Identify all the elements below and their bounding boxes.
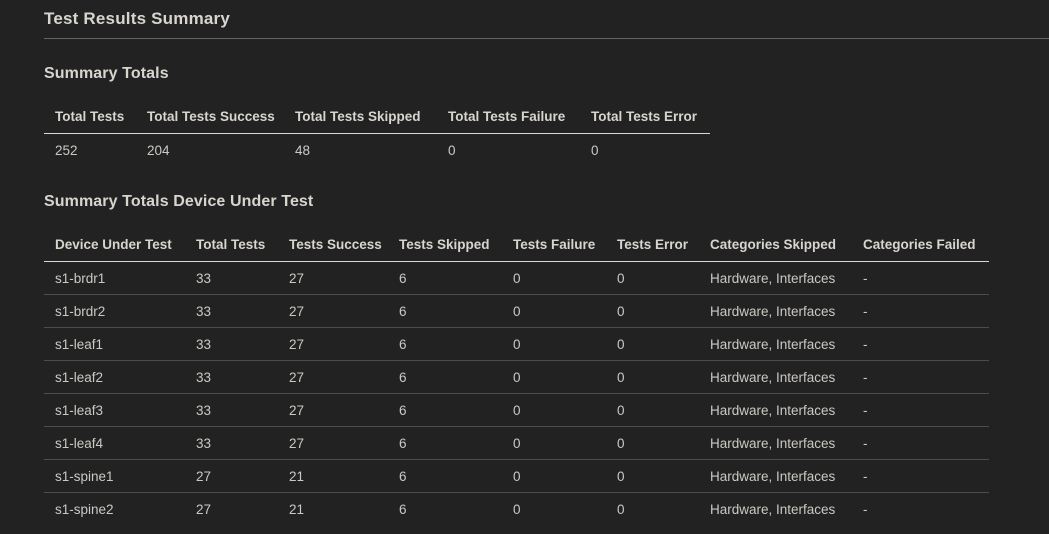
cell: -	[863, 501, 868, 517]
cell: 0	[502, 459, 606, 493]
cell: 27	[196, 501, 212, 517]
table-row: s1-brdr1 33 27 6 0 0 Hardware, Interface…	[44, 261, 989, 295]
cell: -	[852, 360, 989, 394]
dut-totals-heading: Summary Totals Device Under Test	[44, 193, 314, 210]
cell: 33	[185, 426, 278, 460]
cell: 0	[606, 261, 699, 295]
cell: 27	[278, 360, 388, 394]
cell: 6	[388, 294, 502, 328]
cell: 27	[278, 393, 388, 427]
table-row: s1-leaf4 33 27 6 0 0 Hardware, Interface…	[44, 426, 989, 460]
cell: 0	[606, 459, 699, 493]
cell: 252	[55, 142, 78, 158]
cell: 6	[388, 393, 502, 427]
summary-header-row: Total Tests Total Tests Success Total Te…	[44, 100, 710, 134]
cell: 204	[147, 142, 170, 158]
cell: 0	[502, 360, 606, 394]
column-header: Device Under Test	[44, 228, 185, 262]
cell: 6	[388, 459, 502, 493]
cell: 0	[502, 294, 606, 328]
cell-device: s1-leaf2	[44, 360, 185, 394]
cell: 27	[278, 327, 388, 361]
cell-device: s1-spine2	[55, 501, 114, 517]
cell: 0	[617, 501, 625, 517]
cell: 27	[278, 294, 388, 328]
cell: Hardware, Interfaces	[699, 459, 852, 493]
cell-device: s1-spine1	[44, 459, 185, 493]
cell: Hardware, Interfaces	[699, 426, 852, 460]
cell: Hardware, Interfaces	[699, 327, 852, 361]
column-header: Total Tests	[44, 100, 136, 134]
cell: 0	[606, 327, 699, 361]
cell: 0	[606, 360, 699, 394]
cell: 21	[289, 501, 305, 517]
cell: -	[852, 459, 989, 493]
cell: 0	[606, 426, 699, 460]
cell: 0	[606, 294, 699, 328]
summary-values-row: 252 204 48 0 0	[44, 134, 710, 167]
cell: 33	[185, 261, 278, 295]
cell: 0	[513, 501, 521, 517]
cell: 6	[388, 426, 502, 460]
column-header: Tests Success	[278, 228, 388, 262]
cell: 27	[278, 261, 388, 295]
cell: 33	[185, 393, 278, 427]
summary-totals-table: Total Tests Total Tests Success Total Te…	[44, 100, 710, 166]
cell-device: s1-leaf1	[44, 327, 185, 361]
column-header: Categories Failed	[852, 228, 989, 262]
table-row: s1-brdr2 33 27 6 0 0 Hardware, Interface…	[44, 294, 989, 328]
cell-device: s1-brdr2	[44, 294, 185, 328]
cell: 21	[278, 459, 388, 493]
cell: 0	[448, 142, 456, 158]
cell: 0	[502, 426, 606, 460]
page-title: Test Results Summary	[44, 0, 1049, 39]
column-header: Total Tests	[185, 228, 278, 262]
column-header: Total Tests Skipped	[284, 100, 437, 134]
cell: 33	[185, 294, 278, 328]
cell: Hardware, Interfaces	[699, 360, 852, 394]
column-header: Tests Error	[606, 228, 699, 262]
summary-totals-heading: Summary Totals	[44, 65, 169, 82]
cell: 6	[388, 261, 502, 295]
cell-device: s1-leaf4	[44, 426, 185, 460]
cell: Hardware, Interfaces	[699, 294, 852, 328]
cell: 48	[295, 142, 311, 158]
cell: 27	[185, 459, 278, 493]
cell-device: s1-leaf3	[44, 393, 185, 427]
cell: -	[852, 426, 989, 460]
cell: 6	[399, 501, 407, 517]
cell: 0	[502, 393, 606, 427]
cell: -	[852, 294, 989, 328]
cell: 0	[591, 142, 599, 158]
column-header: Tests Skipped	[388, 228, 502, 262]
cell: 27	[278, 426, 388, 460]
cell: Hardware, Interfaces	[699, 261, 852, 295]
cell: 0	[502, 261, 606, 295]
column-header: Tests Failure	[502, 228, 606, 262]
column-header: Categories Skipped	[699, 228, 852, 262]
table-row: s1-leaf2 33 27 6 0 0 Hardware, Interface…	[44, 360, 989, 394]
cell-device: s1-brdr1	[44, 261, 185, 295]
table-row: s1-spine2 27 21 6 0 0 Hardware, Interfac…	[44, 493, 989, 526]
cell: -	[852, 261, 989, 295]
dut-totals-table: Device Under Test Total Tests Tests Succ…	[44, 228, 989, 525]
column-header: Total Tests Success	[136, 100, 284, 134]
cell: Hardware, Interfaces	[699, 393, 852, 427]
cell: Hardware, Interfaces	[710, 501, 836, 517]
cell: 33	[185, 327, 278, 361]
dut-header-row: Device Under Test Total Tests Tests Succ…	[44, 228, 989, 262]
column-header: Total Tests Error	[580, 100, 710, 134]
cell: 6	[388, 360, 502, 394]
cell: 6	[388, 327, 502, 361]
cell: 0	[606, 393, 699, 427]
table-row: s1-leaf3 33 27 6 0 0 Hardware, Interface…	[44, 393, 989, 427]
cell: 0	[502, 327, 606, 361]
column-header: Total Tests Failure	[437, 100, 580, 134]
table-row: s1-leaf1 33 27 6 0 0 Hardware, Interface…	[44, 327, 989, 361]
cell: 33	[185, 360, 278, 394]
cell: -	[852, 327, 989, 361]
cell: -	[852, 393, 989, 427]
table-row: s1-spine1 27 21 6 0 0 Hardware, Interfac…	[44, 459, 989, 493]
